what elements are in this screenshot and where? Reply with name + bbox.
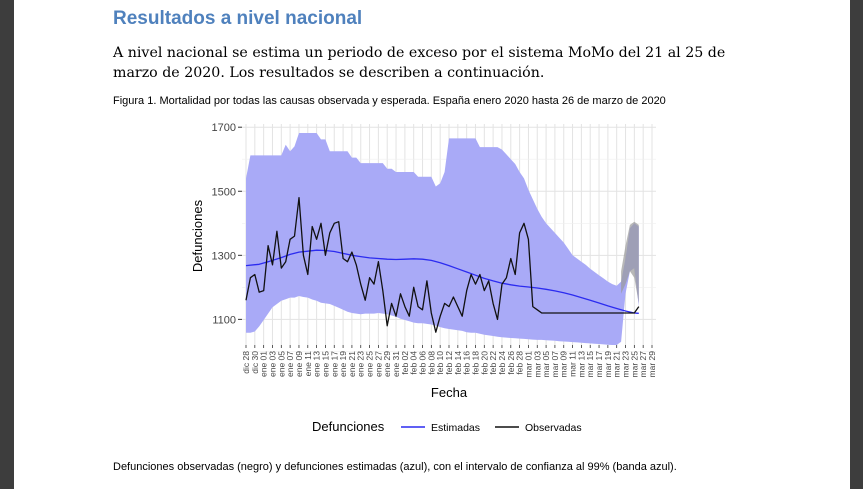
x-tick-label: ene 01 <box>259 351 269 377</box>
x-tick-label: feb 04 <box>409 351 419 375</box>
x-tick-label: mar 11 <box>568 351 578 377</box>
x-tick-label: feb 22 <box>488 351 498 375</box>
x-tick-label: feb 10 <box>435 351 445 375</box>
figure-caption: Figura 1. Mortalidad por todas las causa… <box>113 95 666 107</box>
x-tick-label: mar 29 <box>647 351 657 378</box>
x-tick-label: dic 28 <box>241 351 251 374</box>
series-line-observadas <box>245 197 640 333</box>
x-tick-label: ene 23 <box>356 351 366 377</box>
x-tick-label: mar 21 <box>612 351 622 378</box>
x-tick-label: feb 16 <box>462 351 472 375</box>
legend-label-observadas: Observadas <box>525 422 582 434</box>
x-tick-label: feb 06 <box>418 351 428 375</box>
series-line-estimadas <box>245 249 639 314</box>
section-heading: Resultados a nivel nacional <box>113 8 363 29</box>
x-tick-label: ene 19 <box>338 351 348 377</box>
confidence-band-area <box>246 133 639 345</box>
x-tick-label: mar 13 <box>576 351 586 378</box>
x-tick-label: feb 26 <box>506 351 516 375</box>
x-tick-label: ene 15 <box>320 351 330 377</box>
figure-footnote: Defunciones observadas (negro) y defunci… <box>113 461 677 473</box>
series-lines <box>245 197 640 333</box>
x-tick-label: ene 29 <box>382 351 392 377</box>
x-tick-label: feb 20 <box>479 351 489 375</box>
document-page: Resultados a nivel nacional A nivel naci… <box>14 0 850 489</box>
x-tick-label: ene 25 <box>365 351 375 377</box>
y-tick-label: 1500 <box>212 186 236 198</box>
legend-title: Defunciones <box>312 419 385 434</box>
x-tick-label: mar 25 <box>629 351 639 378</box>
x-tick-label: ene 31 <box>391 351 401 377</box>
x-tick-label: mar 01 <box>523 351 533 378</box>
y-tick-label: 1100 <box>212 314 236 326</box>
x-tick-label: ene 05 <box>276 351 286 377</box>
intro-paragraph: A nivel nacional se estima un periodo de… <box>113 45 726 81</box>
x-tick-label: ene 13 <box>312 351 322 377</box>
y-tick-label: 1300 <box>212 250 236 262</box>
x-tick-label: dic 30 <box>250 351 260 374</box>
x-tick-label: mar 19 <box>603 351 613 378</box>
x-tick-label: feb 18 <box>470 351 480 375</box>
x-tick-label: ene 11 <box>303 351 313 377</box>
x-tick-label: ene 09 <box>294 351 304 377</box>
x-tick-label: ene 07 <box>285 351 295 377</box>
x-tick-label: feb 14 <box>453 351 463 375</box>
x-tick-label: mar 27 <box>638 351 648 378</box>
legend: Defunciones Estimadas Observadas <box>312 419 582 434</box>
x-tick-label: mar 03 <box>532 351 542 378</box>
x-tick-label: mar 17 <box>594 351 604 378</box>
x-tick-label: mar 15 <box>585 351 595 378</box>
x-tick-label: feb 24 <box>497 351 507 375</box>
observed-uncertainty-area <box>621 221 639 304</box>
x-axis-title: Fecha <box>431 385 468 400</box>
x-tick-label: feb 02 <box>400 351 410 375</box>
x-tick-label: feb 28 <box>515 351 525 375</box>
x-tick-label: feb 08 <box>426 351 436 375</box>
x-tick-label: ene 27 <box>373 351 383 377</box>
confidence-band <box>246 133 639 345</box>
legend-label-estimadas: Estimadas <box>431 422 480 434</box>
y-tick-label: 1700 <box>212 122 236 134</box>
x-tick-label: mar 07 <box>550 351 560 378</box>
x-tick-label: mar 23 <box>621 351 631 378</box>
x-tick-label: ene 21 <box>347 351 357 377</box>
y-axis-title: Defunciones <box>190 199 205 272</box>
x-tick-label: ene 17 <box>329 351 339 377</box>
x-tick-label: mar 05 <box>541 351 551 378</box>
x-tick-label: mar 09 <box>559 351 569 378</box>
x-tick-label: feb 12 <box>444 351 454 375</box>
x-tick-label: ene 03 <box>267 351 277 377</box>
